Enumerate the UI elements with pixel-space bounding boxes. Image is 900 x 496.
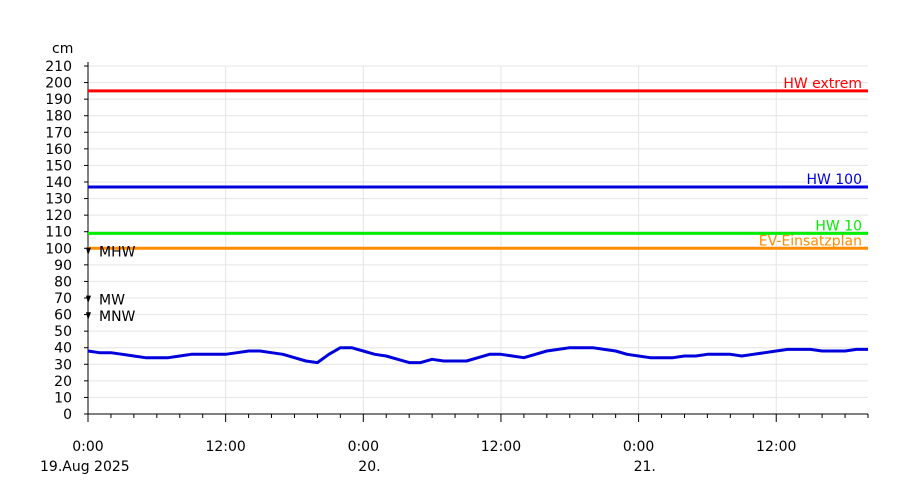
y-tick-label: 80	[54, 274, 72, 290]
y-tick-label: 200	[45, 76, 72, 92]
y-unit-label: cm	[52, 41, 73, 57]
threshold-label: HW 100	[806, 172, 862, 188]
x-tick-label: 12:00	[756, 439, 796, 455]
y-tick-label: 10	[54, 390, 72, 406]
y-tick-label: 30	[54, 357, 72, 373]
y-tick-label: 0	[63, 407, 72, 423]
y-tick-label: 150	[45, 158, 72, 174]
y-tick-label: 70	[54, 291, 72, 307]
threshold-label: EV-Einsatzplan	[759, 233, 862, 249]
x-tick-label: 12:00	[481, 439, 521, 455]
threshold-label: HW extrem	[783, 76, 862, 92]
y-tick-label: 190	[45, 92, 72, 108]
marker-triangle	[86, 247, 91, 256]
marker-label: MW	[99, 293, 125, 309]
marker-triangle	[86, 312, 91, 321]
y-tick-label: 90	[54, 258, 72, 274]
grid	[88, 65, 868, 414]
x-date-label: 20.	[358, 459, 380, 475]
x-tick-label: 0:00	[72, 439, 103, 455]
axes: 0102030405060708090100110120130140150160…	[40, 59, 869, 475]
x-date-label: 21.	[634, 459, 656, 475]
y-tick-label: 40	[54, 341, 72, 357]
marker-label: MNW	[99, 309, 136, 325]
y-tick-label: 50	[54, 324, 72, 340]
y-tick-label: 60	[54, 308, 72, 324]
y-tick-label: 210	[45, 59, 72, 75]
y-tick-label: 110	[45, 225, 72, 241]
x-tick-label: 0:00	[623, 439, 654, 455]
marker-label: MHW	[99, 245, 136, 261]
y-tick-label: 160	[45, 142, 72, 158]
y-tick-label: 100	[45, 241, 72, 257]
series-layer	[87, 346, 868, 365]
y-tick-label: 20	[54, 374, 72, 390]
y-tick-label: 140	[45, 175, 72, 191]
x-tick-label: 0:00	[348, 439, 379, 455]
x-tick-label: 12:00	[205, 439, 245, 455]
y-tick-label: 120	[45, 208, 72, 224]
threshold-label: HW 10	[815, 218, 862, 234]
water-level-line	[87, 346, 868, 365]
y-tick-label: 130	[45, 192, 72, 208]
marker-triangle	[86, 295, 91, 304]
y-tick-label: 170	[45, 125, 72, 141]
x-date-label: 19.Aug 2025	[40, 459, 130, 475]
y-tick-label: 180	[45, 109, 72, 125]
